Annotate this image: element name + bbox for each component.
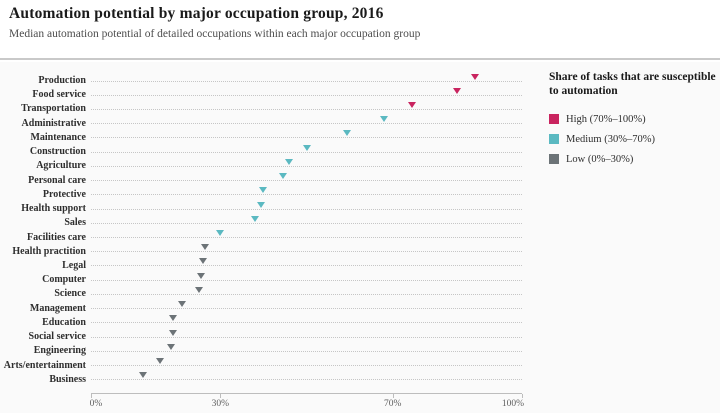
gridline bbox=[91, 165, 522, 167]
chart-header: Automation potential by major occupation… bbox=[0, 0, 720, 60]
gridline bbox=[91, 222, 522, 224]
category-label: Sales bbox=[64, 217, 86, 229]
x-axis-tick-label: 30% bbox=[211, 399, 230, 409]
gridline bbox=[91, 322, 522, 324]
page-subtitle: Median automation potential of detailed … bbox=[9, 28, 421, 40]
category-label: Arts/entertainment bbox=[3, 359, 86, 371]
category-label: Education bbox=[42, 316, 86, 328]
category-label: Engineering bbox=[33, 345, 86, 357]
gridline bbox=[91, 251, 522, 253]
x-axis-tick bbox=[220, 394, 222, 398]
legend-item-high: High (70%–100%) bbox=[549, 109, 717, 129]
gridline bbox=[91, 308, 522, 310]
category-label: Science bbox=[54, 288, 86, 300]
category-label: Management bbox=[29, 302, 86, 314]
marker-triangle bbox=[250, 215, 259, 222]
marker-triangle bbox=[285, 158, 294, 165]
legend-title: Share of tasks that are susceptible to a… bbox=[549, 71, 716, 97]
marker-triangle bbox=[343, 130, 352, 137]
category-label: Personal care bbox=[28, 174, 86, 186]
legend-items: High (70%–100%) Medium (30%–70%) Low (0%… bbox=[549, 109, 717, 169]
gridline bbox=[91, 180, 522, 182]
x-axis-tick-label: 70% bbox=[383, 399, 402, 409]
marker-triangle bbox=[380, 116, 389, 123]
x-axis-tick-label: 100% bbox=[501, 399, 525, 409]
legend-item-low: Low (0%–30%) bbox=[549, 149, 717, 169]
gridline bbox=[91, 336, 522, 338]
legend-item-medium: Medium (30%–70%) bbox=[549, 129, 717, 149]
marker-triangle bbox=[453, 87, 462, 94]
marker-triangle bbox=[259, 187, 268, 194]
category-label: Social service bbox=[28, 331, 86, 343]
gridline bbox=[91, 379, 522, 381]
marker-triangle bbox=[155, 358, 164, 365]
x-axis-tick bbox=[522, 394, 523, 398]
marker-triangle bbox=[168, 329, 177, 336]
medium-swatch-icon bbox=[549, 134, 559, 144]
legend-label: High (70%–100%) bbox=[566, 113, 646, 125]
marker-triangle bbox=[199, 258, 208, 265]
x-axis-line bbox=[91, 393, 522, 394]
chart-legend: Share of tasks that are susceptible to a… bbox=[549, 70, 717, 169]
category-label: Transportation bbox=[21, 103, 86, 115]
category-label: Food service bbox=[32, 89, 86, 101]
marker-triangle bbox=[201, 244, 210, 251]
marker-triangle bbox=[257, 201, 266, 208]
marker-triangle bbox=[138, 372, 147, 379]
marker-triangle bbox=[302, 144, 311, 151]
marker-triangle bbox=[408, 101, 417, 108]
marker-triangle bbox=[177, 301, 186, 308]
gridline bbox=[91, 365, 522, 367]
gridline bbox=[91, 279, 522, 281]
marker-triangle bbox=[470, 73, 479, 80]
category-label: Facilities care bbox=[27, 231, 86, 243]
category-label: Business bbox=[49, 373, 86, 385]
low-swatch-icon bbox=[549, 154, 559, 164]
dot-plot-chart: Production Food service Transportation Admi… bbox=[0, 62, 720, 413]
gridline bbox=[91, 108, 522, 110]
page-title: Automation potential by major occupation… bbox=[9, 5, 384, 22]
category-label: Legal bbox=[62, 259, 86, 271]
category-label: Computer bbox=[42, 274, 86, 286]
gridline bbox=[91, 151, 522, 153]
category-label: Administrative bbox=[21, 117, 86, 129]
marker-triangle bbox=[196, 272, 205, 279]
category-label: Production bbox=[38, 75, 86, 86]
x-axis-tick-label: 0% bbox=[89, 399, 103, 409]
category-label: Health practition bbox=[12, 245, 86, 257]
category-label: Protective bbox=[42, 188, 86, 200]
marker-triangle bbox=[194, 286, 203, 293]
category-label: Construction bbox=[29, 146, 86, 158]
gridline bbox=[91, 350, 522, 352]
gridline bbox=[91, 194, 522, 196]
x-axis-tick bbox=[91, 394, 92, 398]
gridline bbox=[91, 265, 522, 267]
marker-triangle bbox=[278, 173, 287, 180]
gridline bbox=[91, 80, 522, 82]
gridline bbox=[91, 237, 522, 239]
marker-triangle bbox=[216, 230, 225, 237]
legend-label: Medium (30%–70%) bbox=[566, 133, 655, 145]
legend-label: Low (0%–30%) bbox=[566, 153, 634, 165]
x-axis-tick bbox=[392, 394, 394, 398]
high-swatch-icon bbox=[549, 114, 559, 124]
marker-triangle bbox=[168, 315, 177, 322]
category-label: Maintenance bbox=[30, 131, 86, 143]
gridline bbox=[91, 293, 522, 295]
gridline bbox=[91, 137, 522, 139]
category-label: Agriculture bbox=[36, 160, 86, 172]
gridline bbox=[91, 123, 522, 125]
marker-triangle bbox=[166, 343, 175, 350]
gridline bbox=[91, 94, 522, 96]
category-label: Health support bbox=[21, 203, 86, 215]
gridline bbox=[91, 208, 522, 210]
